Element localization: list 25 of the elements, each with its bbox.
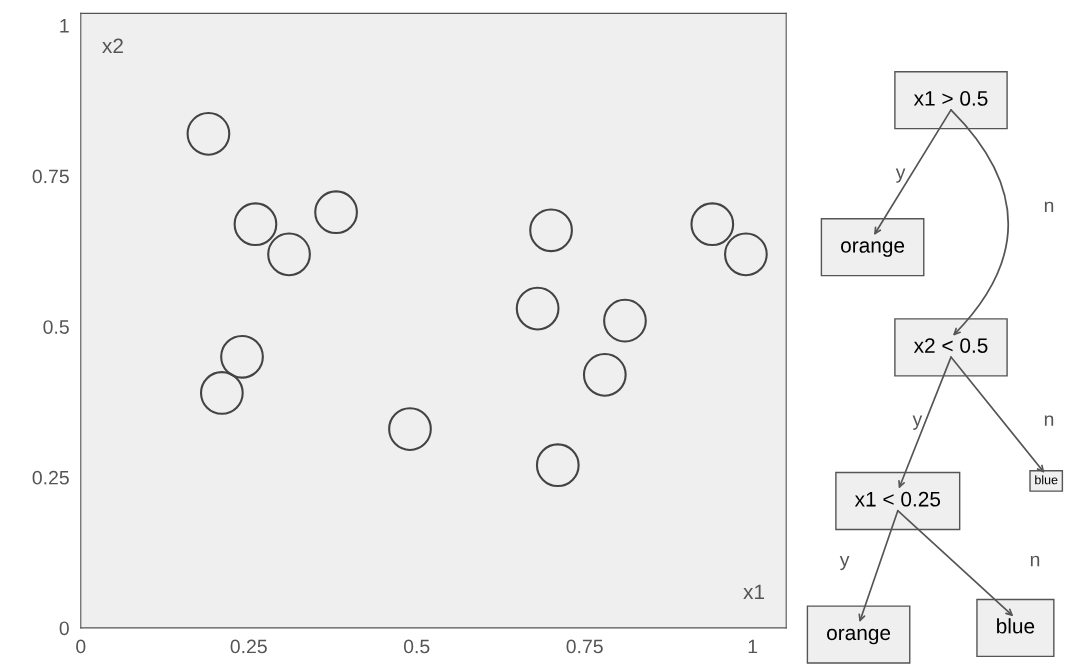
text: x1 > 0.5 xyxy=(913,91,988,106)
y-tick-label: 0.75 xyxy=(32,169,69,184)
y-tick-label: 0.25 xyxy=(32,470,69,485)
x-axis-title: x1 xyxy=(743,584,765,600)
y-tick-label: 0.5 xyxy=(43,320,69,334)
x-tick-label: 0.5 xyxy=(403,639,430,654)
text: x1 < 0.25 xyxy=(854,491,941,507)
y-axis-title: x2 xyxy=(102,38,123,54)
text: n xyxy=(1044,415,1054,426)
text: blue xyxy=(997,618,1035,634)
x-tick-label: 0 xyxy=(76,639,86,654)
x-tick-label: 1 xyxy=(748,639,758,654)
text: y xyxy=(839,555,850,571)
text: n xyxy=(1044,201,1054,213)
text: blue xyxy=(1035,475,1058,485)
x-tick-label: 0.75 xyxy=(566,639,603,654)
text: y xyxy=(895,168,906,183)
y-tick-label: 1 xyxy=(60,19,69,33)
text: orange xyxy=(841,241,905,257)
text: n xyxy=(1030,555,1040,567)
text: orange xyxy=(827,628,891,645)
x-tick-label: 0.25 xyxy=(230,639,267,654)
text: y xyxy=(912,415,923,430)
y-tick-label: 0 xyxy=(59,621,69,636)
text: x2 < 0.5 xyxy=(913,338,988,353)
